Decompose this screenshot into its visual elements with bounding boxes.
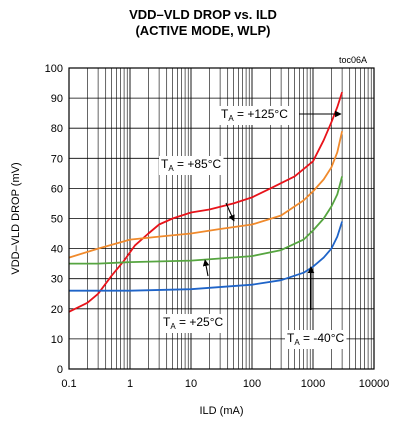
series-label-3: TA = -40°C <box>287 331 345 347</box>
x-tick-label: 1 <box>127 378 133 390</box>
plot-frame <box>68 67 375 370</box>
label-backgrounds <box>159 106 347 349</box>
x-tick-label: 1000 <box>301 378 325 390</box>
series-curves <box>68 91 343 313</box>
series-labels: TA = +125°C TA = +85°C TA = +25°C TA = -40°… <box>161 107 345 347</box>
y-tick-label: 30 <box>51 274 63 286</box>
chart-subtitle: (ACTIVE MODE, WLP) <box>135 23 271 38</box>
x-axis-label: ILD (mA) <box>200 405 244 417</box>
x-tick-label: 10 <box>185 378 197 390</box>
series-label-bg-3 <box>285 330 347 349</box>
series-line-2 <box>69 176 343 265</box>
tick-labels: 0 10 20 30 40 50 60 70 80 90 100 0.1 1 10 100 1000 10000 <box>45 63 390 390</box>
series-line-0 <box>68 91 343 313</box>
y-tick-label: 80 <box>51 123 63 135</box>
figure-tag: toc06A <box>339 55 368 65</box>
x-tick-label: 0.1 <box>61 378 76 390</box>
y-tick-label: 100 <box>45 63 63 75</box>
series-line-3 <box>69 221 343 292</box>
y-tick-label: 20 <box>51 304 63 316</box>
y-tick-label: 40 <box>51 244 63 256</box>
label-arrow-2 <box>202 259 210 277</box>
y-tick-label: 10 <box>51 334 63 346</box>
series-label-1: TA = +85°C <box>161 157 222 173</box>
series-label-0: TA = +125°C <box>221 107 288 123</box>
series-label-bg-2 <box>161 314 226 333</box>
y-tick-label: 0 <box>57 364 63 376</box>
series-label-2: TA = +25°C <box>163 315 224 331</box>
y-tick-label: 50 <box>51 214 63 226</box>
x-tick-label: 100 <box>243 378 261 390</box>
y-axis-label: VDD–VLD DROP (mV) <box>10 162 22 274</box>
series-label-bg-1 <box>159 156 224 175</box>
label-arrow-1 <box>225 202 235 222</box>
series-label-bg-0 <box>219 106 291 125</box>
y-tick-label: 60 <box>51 183 63 195</box>
x-tick-label: 10000 <box>359 378 390 390</box>
chart-title: VDD–VLD DROP vs. ILD <box>129 7 277 22</box>
y-tick-label: 90 <box>51 93 63 105</box>
series-line-1 <box>68 131 343 259</box>
y-tick-label: 70 <box>51 153 63 165</box>
label-arrows <box>202 110 342 310</box>
